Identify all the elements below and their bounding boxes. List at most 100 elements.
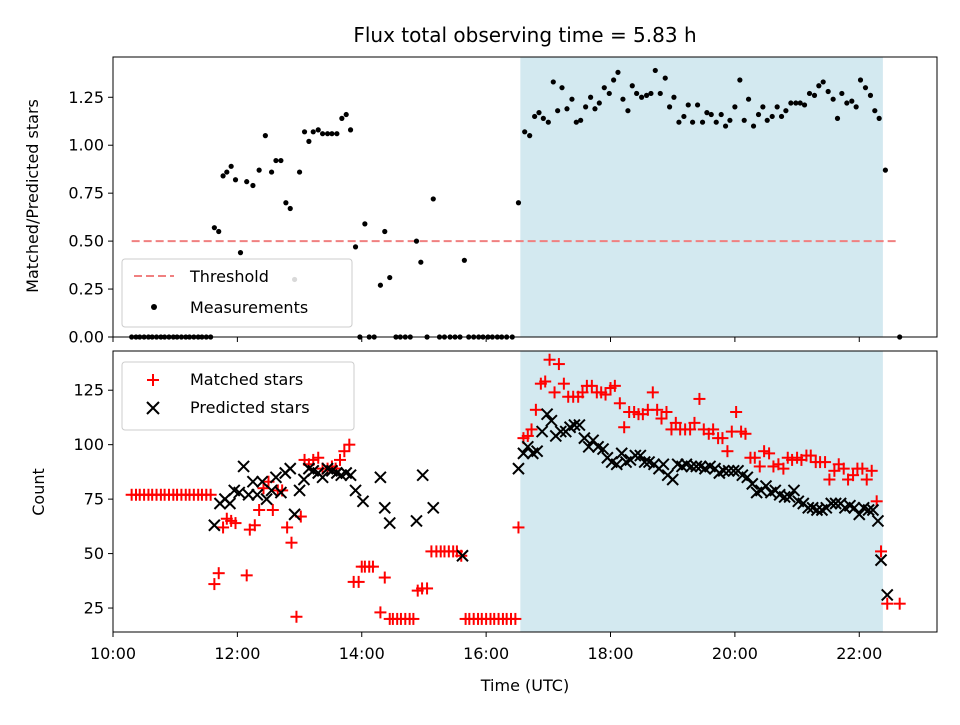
- data-point: [582, 440, 595, 454]
- data-point: [666, 104, 673, 110]
- data-point: [535, 425, 549, 438]
- bottom-shaded-region: [520, 351, 883, 632]
- data-point: [893, 597, 906, 610]
- data-point: [811, 92, 818, 98]
- data-point: [853, 104, 859, 110]
- data-point: [707, 423, 720, 436]
- data-point: [669, 416, 682, 429]
- data-point: [651, 403, 664, 416]
- data-point: [287, 205, 293, 212]
- data-point: [573, 418, 586, 432]
- data-point: [545, 119, 551, 125]
- data-point: [413, 238, 420, 244]
- data-point: [260, 492, 273, 506]
- data-point: [461, 257, 467, 263]
- data-point: [875, 545, 888, 558]
- data-point: [657, 458, 670, 471]
- data-point: [830, 96, 836, 102]
- data-point: [718, 111, 724, 118]
- data-point: [306, 138, 312, 144]
- data-point: [694, 102, 701, 108]
- data-point: [871, 514, 885, 528]
- data-point: [530, 444, 544, 458]
- data-point: [716, 432, 729, 445]
- data-point: [769, 113, 775, 120]
- top-shaded-region: [520, 57, 883, 337]
- data-point: [639, 94, 645, 100]
- legend-threshold-label: Threshold: [189, 267, 269, 286]
- data-point: [783, 108, 789, 114]
- data-point: [256, 167, 262, 173]
- data-point: [281, 521, 294, 534]
- data-point: [339, 115, 345, 121]
- data-point: [881, 588, 894, 602]
- data-point: [860, 473, 873, 486]
- data-point: [427, 501, 440, 515]
- data-point: [329, 131, 335, 137]
- data-point: [343, 111, 349, 118]
- legend-matched-swatch: [147, 374, 159, 386]
- data-point: [274, 486, 288, 499]
- data-point: [356, 495, 370, 508]
- data-point: [333, 453, 346, 466]
- data-point: [839, 90, 845, 97]
- data-point: [601, 85, 607, 91]
- data-point: [229, 517, 242, 530]
- top-panel: 0.00 0.25 0.50 0.75 1.00 1.25 Matched/Predict…: [23, 56, 938, 347]
- data-point: [684, 423, 697, 436]
- data-point: [296, 169, 303, 175]
- data-point: [596, 100, 602, 106]
- data-point: [806, 90, 813, 97]
- data-point: [284, 462, 297, 475]
- data-point: [823, 473, 836, 486]
- data-point: [592, 106, 598, 112]
- data-point: [216, 228, 222, 235]
- data-point: [539, 375, 552, 388]
- data-point: [569, 96, 575, 102]
- data-point: [315, 127, 321, 133]
- data-point: [652, 67, 658, 74]
- data-point: [853, 508, 866, 521]
- data-point: [646, 386, 659, 399]
- data-point: [741, 471, 754, 484]
- data-point: [606, 90, 612, 97]
- data-point: [362, 221, 368, 227]
- data-point: [540, 407, 554, 421]
- bottom-x-axis: 10:00 12:00 14:00 16:00 18:00 20:00 22:00: [90, 632, 882, 663]
- data-point: [248, 519, 261, 532]
- data-point: [512, 521, 525, 534]
- data-point: [382, 228, 388, 235]
- data-point: [618, 421, 631, 434]
- data-point: [521, 440, 535, 454]
- data-point: [759, 479, 773, 493]
- data-point: [699, 119, 706, 125]
- data-point: [662, 75, 668, 81]
- data-point: [316, 471, 329, 484]
- data-point: [837, 462, 850, 475]
- data-point: [820, 79, 826, 85]
- data-point: [825, 88, 831, 95]
- data-point: [681, 113, 687, 120]
- data-point: [559, 85, 565, 91]
- data-point: [599, 388, 612, 401]
- data-point: [717, 464, 730, 478]
- data-point: [349, 484, 362, 497]
- data-point: [564, 106, 570, 112]
- data-point: [804, 449, 817, 462]
- data-point: [288, 508, 301, 521]
- data-point: [509, 612, 522, 625]
- data-point: [676, 119, 682, 125]
- bottom-panel: 25 50 75 100 125 10:00 12:00 14:00 16:00 18:00 20…: [29, 350, 938, 695]
- data-point: [212, 567, 225, 580]
- data-point: [745, 96, 752, 102]
- data-point: [810, 503, 824, 517]
- top-y-axis: 0.00 0.25 0.50 0.75 1.00 1.25: [68, 88, 113, 347]
- data-point: [685, 102, 691, 108]
- data-point: [416, 468, 429, 482]
- data-point: [237, 460, 250, 473]
- data-point: [555, 108, 561, 114]
- data-point: [857, 77, 864, 83]
- data-point: [783, 490, 796, 504]
- data-point: [290, 610, 303, 623]
- data-point: [797, 100, 803, 106]
